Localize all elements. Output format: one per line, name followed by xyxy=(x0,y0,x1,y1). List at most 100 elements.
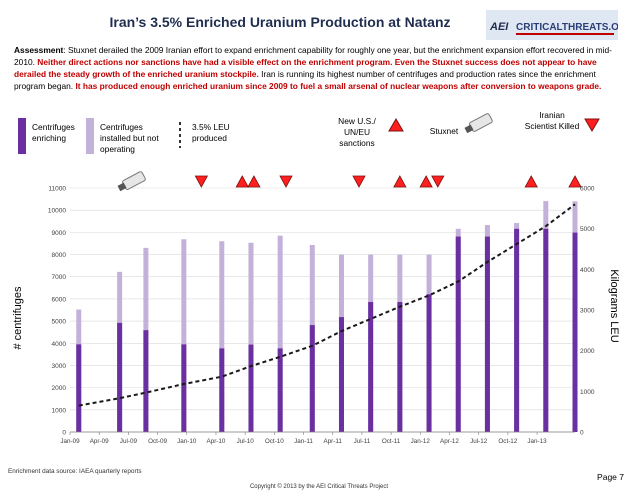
sanctions-marker-icon xyxy=(235,175,249,188)
leu-line xyxy=(78,203,576,407)
y-tick-label: 9000 xyxy=(52,230,67,237)
y2-tick-label: 1000 xyxy=(580,389,595,396)
logo-prefix: AEI xyxy=(489,21,509,33)
x-tick-label: Jan-09 xyxy=(60,438,80,445)
x-tick-label: Jan-12 xyxy=(411,438,431,445)
bar-enriching xyxy=(143,330,149,432)
legend-leu: 3.5% LEU produced xyxy=(192,122,230,143)
y-tick-label: 10000 xyxy=(48,208,66,215)
bar-installed xyxy=(219,241,225,432)
x-tick-label: Jan-13 xyxy=(527,438,547,445)
assessment-mid: Iran is running its highest number of ce… xyxy=(14,69,596,91)
scientist-legend-icon xyxy=(584,118,600,132)
x-tick-label: Oct-10 xyxy=(265,438,284,445)
scientist-marker-icon xyxy=(431,175,445,188)
y2-tick-label: 6000 xyxy=(580,186,595,193)
bar-enriching xyxy=(76,344,82,432)
x-tick-label: Apr-11 xyxy=(323,438,342,445)
x-tick-label: Oct-11 xyxy=(382,438,401,445)
x-tick-label: Jan-10 xyxy=(177,438,197,445)
x-tick-label: Jul-10 xyxy=(237,438,255,445)
y-tick-label: 3000 xyxy=(52,363,67,370)
bar-installed xyxy=(277,235,283,432)
y-tick-label: 1000 xyxy=(52,407,67,414)
y-tick-label: 5000 xyxy=(52,319,67,326)
x-tick-label: Oct-09 xyxy=(148,438,167,445)
legend-swatch-installed xyxy=(86,118,94,154)
x-tick-label: Jul-09 xyxy=(120,438,138,445)
x-tick-label: Apr-12 xyxy=(440,438,459,445)
sanctions-marker-icon xyxy=(568,175,582,188)
assessment-label: Assessment xyxy=(14,45,64,55)
legend-installed: Centrifuges installed but not operating xyxy=(100,122,159,154)
bar-enriching xyxy=(248,344,254,432)
bar-enriching xyxy=(514,228,520,432)
critical-threats-logo[interactable]: AEI CRITICALTHREATS.ORG xyxy=(486,8,618,42)
x-tick-label: Jan-11 xyxy=(294,438,313,445)
bar-enriching xyxy=(368,302,374,432)
y2-tick-label: 0 xyxy=(580,430,584,437)
bar-enriching xyxy=(572,232,578,432)
y-tick-label: 6000 xyxy=(52,296,67,303)
assessment-red-2: It has produced enough enriched uranium … xyxy=(75,81,602,91)
sanctions-marker-icon xyxy=(524,175,538,188)
sanctions-label: New U.S./ UN/EU sanctions xyxy=(338,116,376,148)
y-tick-label: 11000 xyxy=(48,186,66,193)
y2-tick-label: 3000 xyxy=(580,308,595,315)
page-number: Page 7 xyxy=(597,472,624,482)
usb-drive-marker-icon xyxy=(117,171,146,192)
assessment-red-1: Neither direct actions nor sanctions hav… xyxy=(14,57,597,79)
x-tick-label: Apr-10 xyxy=(207,438,226,445)
y2-tick-label: 2000 xyxy=(580,348,595,355)
copyright: Copyright © 2013 by the AEI Critical Thr… xyxy=(249,484,389,490)
stuxnet-label: Stuxnet xyxy=(429,126,459,136)
scientist-marker-icon xyxy=(194,175,209,188)
bar-enriching xyxy=(219,348,225,432)
bar-enriching xyxy=(455,236,461,432)
scientist-marker-icon xyxy=(352,175,366,188)
legend-enriching: Centrifuges enriching xyxy=(32,122,75,143)
sanctions-marker-icon xyxy=(419,175,433,188)
logo-text: CRITICALTHREATS.ORG xyxy=(516,22,618,33)
x-tick-label: Jul-12 xyxy=(470,438,488,445)
scientist-marker-icon xyxy=(279,175,293,188)
scientist-label: Iranian Scientist Killed xyxy=(524,110,580,131)
usb-drive-plug xyxy=(117,182,127,192)
bars-layer xyxy=(76,201,578,432)
y-tick-label: 0 xyxy=(62,430,66,437)
y2-tick-label: 5000 xyxy=(580,226,595,233)
y-tick-label: 8000 xyxy=(52,252,67,259)
x-tick-label: Oct-12 xyxy=(498,438,517,445)
y-tick-label: 7000 xyxy=(52,274,67,281)
data-source-note: Enrichment data source: IAEA quarterly r… xyxy=(8,468,142,475)
x-tick-label: Jul-11 xyxy=(354,438,371,445)
axes-layer: 0 1000 2000 3000 4000 5000 6000 7000 8000 9000 100… xyxy=(48,186,595,446)
leu-line-layer xyxy=(78,203,576,407)
assessment-paragraph: Assessment: Stuxnet derailed the 2009 Ir… xyxy=(14,44,618,92)
sanctions-marker-icon xyxy=(247,175,261,188)
usb-drive-legend-icon xyxy=(464,113,493,134)
bar-enriching xyxy=(543,228,549,432)
x-tick-label: Apr-09 xyxy=(90,438,109,445)
event-marker-layer xyxy=(117,171,582,192)
bar-enriching xyxy=(309,325,315,432)
bar-enriching xyxy=(277,348,283,432)
legend-leu-dash xyxy=(179,122,181,148)
sanctions-legend-icon xyxy=(388,118,404,132)
bar-enriching xyxy=(338,317,344,432)
bar-installed xyxy=(181,239,187,432)
bar-enriching xyxy=(181,344,187,432)
y2-tick-label: 4000 xyxy=(580,267,595,274)
bar-installed xyxy=(248,242,254,432)
legend-swatch-enriching xyxy=(18,118,26,154)
bar-enriching xyxy=(484,236,490,432)
bar-enriching xyxy=(117,322,123,432)
assessment-intro: : Stuxnet derailed the 2009 Iranian effo… xyxy=(14,45,612,67)
bar-enriching xyxy=(426,294,432,432)
y-tick-label: 2000 xyxy=(52,385,67,392)
y-tick-label: 4000 xyxy=(52,341,67,348)
logo-underline xyxy=(516,33,614,35)
sanctions-marker-icon xyxy=(393,175,407,188)
bar-enriching xyxy=(397,302,403,432)
